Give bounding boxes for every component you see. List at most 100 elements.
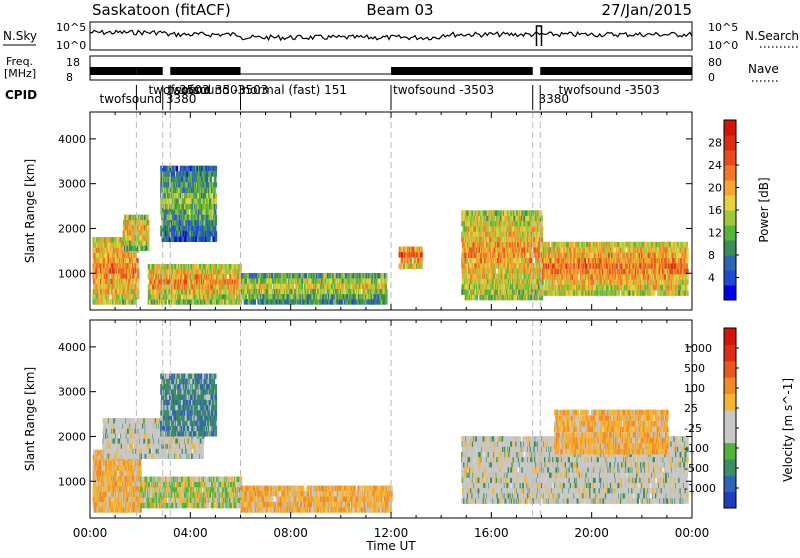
heatmap-cell [126,225,128,230]
heatmap-cell [291,278,293,283]
heatmap-cell [292,284,294,289]
heatmap-cell [270,284,272,289]
heatmap-cell [530,247,532,252]
heatmap-cell [530,295,532,300]
heatmap-cell [560,253,562,258]
heatmap-cell [308,278,310,283]
nave-label: Nave [748,62,779,76]
heatmap-cell [137,279,139,284]
heatmap-cell [148,264,150,269]
heatmap-cell [359,294,361,299]
heatmap-cell [342,278,344,283]
heatmap-cell [367,289,369,294]
heatmap-cell [189,294,191,299]
freq-tick-bottom: 8 [66,71,73,84]
heatmap-cell [498,237,500,242]
heatmap-cell [566,269,568,274]
heatmap-cell [523,237,525,242]
heatmap-cell [486,216,488,221]
heatmap-cell [323,289,325,294]
heatmap-cell [147,230,149,235]
heatmap-cell [254,299,256,304]
heatmap-cell [527,263,529,268]
heatmap-cell [527,226,529,231]
heatmap-cell [385,273,387,278]
heatmap-cell [466,258,468,263]
heatmap-cell [504,221,506,226]
cpid-entry: -3503 [175,83,210,97]
heatmap-cell [507,263,509,268]
noise-sky-line [90,30,692,40]
noise-left-label: N.Sky [3,29,37,43]
heatmap-cell [301,284,303,289]
heatmap-cell [511,258,513,263]
heatmap-cell [245,294,247,299]
heatmap-cell [541,237,543,242]
heatmap-cell [242,294,244,299]
freq-label-line2: [MHz] [4,67,36,80]
nave-tick-top: 80 [708,56,722,69]
heatmap-cell [385,299,387,304]
freq-block [540,67,692,75]
heatmap-cell [518,290,520,295]
freq-block [391,67,533,75]
heatmap-cell [137,263,139,268]
nave-tick-bottom: 0 [708,71,715,84]
heatmap-cell [464,284,466,289]
heatmap-cell [467,221,469,226]
heatmap-cell [579,247,581,252]
heatmap-cell [103,258,105,263]
heatmap-cell [400,263,402,268]
noise-right-tick-top: 10^5 [708,21,738,34]
heatmap-cell [501,258,503,263]
heatmap-cell [541,226,543,231]
heatmap-cell [543,269,545,274]
heatmap-cell [108,273,110,278]
freq-block [90,67,136,75]
heatmap-cell [119,289,121,294]
heatmap-cell [126,299,128,304]
heatmap-cell [582,263,584,268]
heatmap-cell [545,253,547,258]
heatmap-cell [137,294,139,299]
noise-left-tick-bottom: 10^0 [56,39,86,52]
heatmap-cell [179,294,181,299]
heatmap-cell [385,289,387,294]
heatmap-cell [233,294,235,299]
heatmap-cell [316,284,318,289]
station-title: Saskatoon (fitACF) [92,1,231,19]
heatmap-cell [537,216,539,221]
heatmap-cell [520,274,522,279]
heatmap-cell [359,289,361,294]
heatmap-cell [147,240,149,245]
heatmap-cell [482,237,484,242]
heatmap-cell [385,284,387,289]
heatmap-cell [137,268,139,273]
heatmap-cell [137,273,139,278]
heatmap-cell [165,299,167,304]
heatmap-cell [480,232,482,237]
heatmap-cell [374,294,376,299]
heatmap-cell [421,263,423,268]
heatmap-cell [421,258,423,263]
cpid-entry: normal (fast) 151 [243,83,347,97]
heatmap-cell [585,263,587,268]
heatmap-cell [421,252,423,257]
heatmap-cell [560,247,562,252]
heatmap-cell [147,225,149,230]
heatmap-cell [147,246,149,251]
heatmap-cell [143,240,145,245]
date-title: 27/Jan/2015 [602,1,693,19]
heatmap-cell [189,269,191,274]
heatmap-cell [553,280,555,285]
heatmap-cell [472,295,474,300]
heatmap-cell [137,289,139,294]
heatmap-cell [256,284,258,289]
heatmap-cell [294,299,296,304]
heatmap-cell [471,210,473,215]
heatmap-cell [107,294,109,299]
heatmap-cell [494,268,496,273]
noise-left-tick-top: 10^5 [56,21,86,34]
